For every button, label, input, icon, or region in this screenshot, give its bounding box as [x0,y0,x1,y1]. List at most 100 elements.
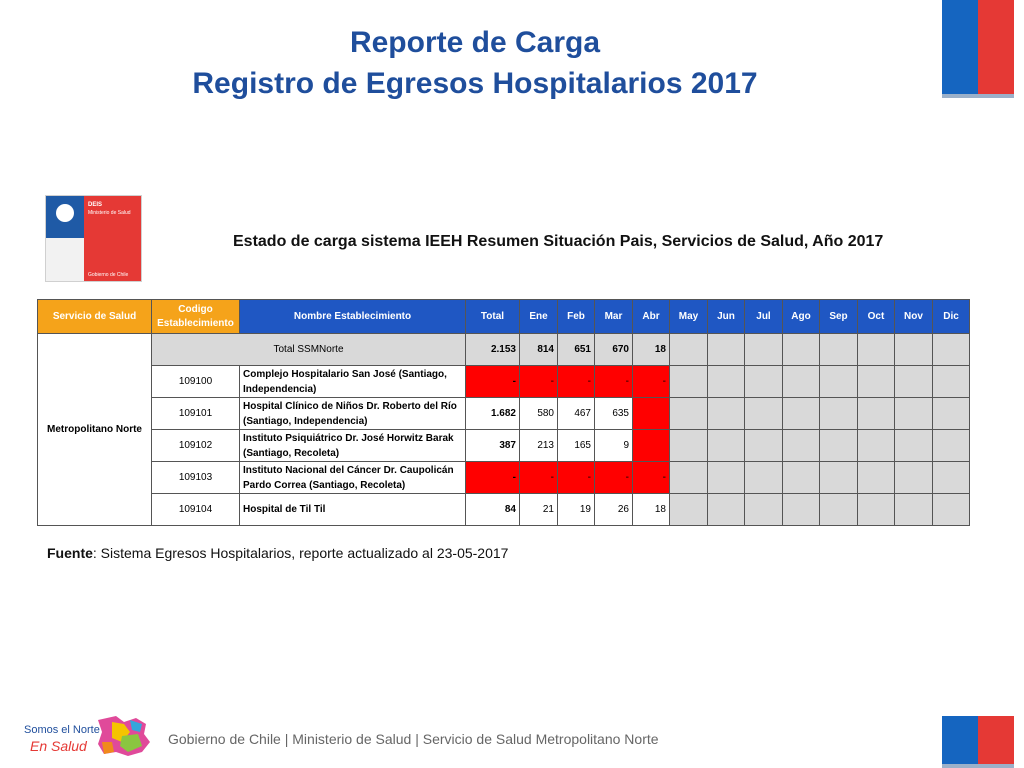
row-month [894,365,933,398]
table-row: 109101 Hospital Clínico de Niños Dr. Rob… [38,397,970,430]
row-month [632,397,670,430]
row-month [782,397,820,430]
table-row: 109104 Hospital de Til Til 84 21 19 26 1… [38,493,970,526]
row-month [819,397,858,430]
summary-month [669,333,708,366]
establishment-name: Instituto Nacional del Cáncer Dr. Caupol… [239,461,466,494]
brand-line2: En Salud [30,738,87,754]
row-month [819,429,858,462]
row-month: 165 [557,429,595,462]
header-month: Ago [782,299,820,334]
summary-month: 670 [594,333,633,366]
row-month [932,461,970,494]
report-subtitle: Estado de carga sistema IEEH Resumen Sit… [233,233,884,250]
header-month: Sep [819,299,858,334]
source-label: Fuente [47,545,93,561]
header-month: Feb [557,299,595,334]
row-total: - [465,461,520,494]
summary-month [857,333,895,366]
row-month [894,397,933,430]
row-month [819,493,858,526]
source-note: Fuente: Sistema Egresos Hospitalarios, r… [47,545,508,561]
row-month: - [519,365,558,398]
header-service: Servicio de Salud [37,299,152,334]
row-month: 18 [632,493,670,526]
summary-month [894,333,933,366]
row-month: - [557,461,595,494]
row-total: 84 [465,493,520,526]
row-month: - [594,365,633,398]
establishment-code: 109102 [151,429,240,462]
page-subtitle: Registro de Egresos Hospitalarios 2017 [192,67,758,100]
header-month: May [669,299,708,334]
row-month [932,397,970,430]
row-month [894,461,933,494]
table-row: 109103 Instituto Nacional del Cáncer Dr.… [38,461,970,494]
summary-month: 814 [519,333,558,366]
row-month: - [594,461,633,494]
row-month: 19 [557,493,595,526]
row-month: 635 [594,397,633,430]
service-name-cell: Metropolitano Norte [37,333,152,526]
row-month [857,397,895,430]
row-month [707,397,745,430]
flag-decoration-bottom [942,716,1014,768]
row-month [857,365,895,398]
summary-month: 651 [557,333,595,366]
establishment-code: 109103 [151,461,240,494]
row-month [857,461,895,494]
load-status-table: Servicio de Salud Codigo Establecimiento… [37,299,970,526]
row-month [857,429,895,462]
table-row: 109100 Complejo Hospitalario San José (S… [38,365,970,398]
row-month [707,429,745,462]
row-month [782,493,820,526]
row-month [932,429,970,462]
chile-map-icon [98,716,150,756]
row-total: - [465,365,520,398]
row-month [632,429,670,462]
establishment-code: 109104 [151,493,240,526]
row-month: 213 [519,429,558,462]
establishment-name: Hospital Clínico de Niños Dr. Roberto de… [239,397,466,430]
header-month: Nov [894,299,933,334]
row-month: - [557,365,595,398]
row-month [894,429,933,462]
header-month: Mar [594,299,633,334]
summary-month [707,333,745,366]
row-month [744,493,783,526]
row-month [782,429,820,462]
table-row: 109102 Instituto Psiquiátrico Dr. José H… [38,429,970,462]
row-month [744,365,783,398]
row-month [669,461,708,494]
row-month [707,461,745,494]
row-month [707,365,745,398]
row-month: 9 [594,429,633,462]
establishment-name: Hospital de Til Til [239,493,466,526]
header-name: Nombre Establecimiento [239,299,466,334]
row-month: 21 [519,493,558,526]
summary-label: Total SSMNorte [151,333,466,366]
summary-month: 18 [632,333,670,366]
logo-government: Gobierno de Chile [88,272,129,278]
row-month [707,493,745,526]
chile-seal-icon [56,204,74,222]
summary-month [744,333,783,366]
establishment-name: Instituto Psiquiátrico Dr. José Horwitz … [239,429,466,462]
header-month: Dic [932,299,970,334]
header-code: Codigo Establecimiento [151,299,240,334]
row-month [782,461,820,494]
establishment-code: 109100 [151,365,240,398]
row-month [669,429,708,462]
table-header-row: Servicio de Salud Codigo Establecimiento… [37,299,970,334]
row-total: 387 [465,429,520,462]
row-month [782,365,820,398]
row-month: - [632,461,670,494]
row-month [819,365,858,398]
row-month: - [519,461,558,494]
summary-total: 2.153 [465,333,520,366]
logo-unit: DEIS [88,202,103,208]
row-month [894,493,933,526]
source-text: : Sistema Egresos Hospitalarios, reporte… [92,545,509,561]
row-month: 467 [557,397,595,430]
establishment-code: 109101 [151,397,240,430]
